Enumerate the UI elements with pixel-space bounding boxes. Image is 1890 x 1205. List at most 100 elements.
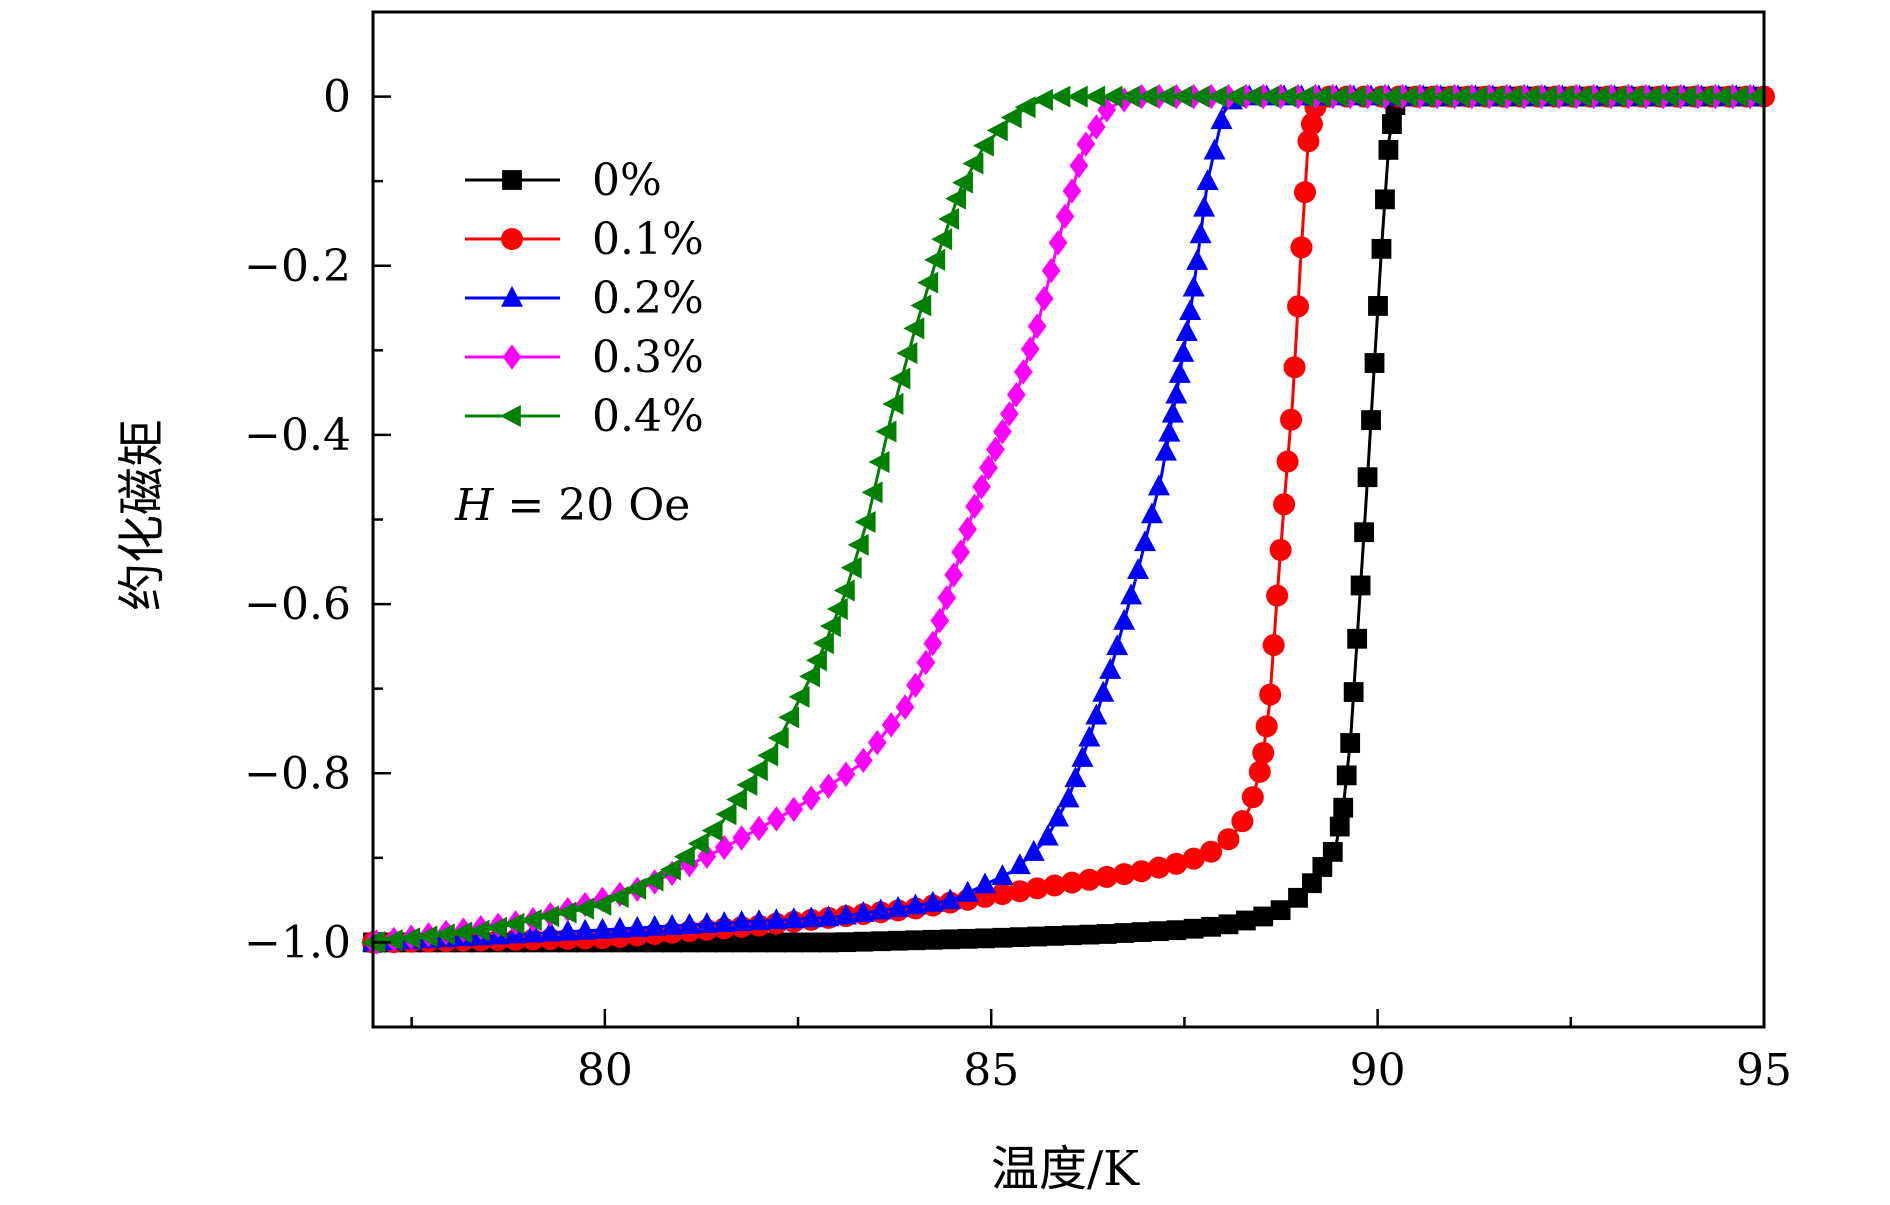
data-point: [840, 556, 862, 579]
legend-item: 0.1%: [465, 214, 704, 265]
data-point: [903, 317, 925, 340]
data-point: [986, 119, 1008, 142]
data-point: [1175, 320, 1198, 341]
data-point: [852, 901, 875, 922]
data-point: [975, 928, 995, 949]
data-point: [1253, 906, 1274, 927]
data-point: [1710, 85, 1732, 108]
data-point: [905, 930, 926, 951]
y-axis: 0 −0.2 −0.4 −0.6 −0.8 −1.0: [244, 72, 391, 968]
data-point: [1000, 401, 1019, 427]
data-point: [503, 912, 525, 935]
data-point: [726, 788, 747, 811]
field-annotation: H = 20 Oe: [454, 480, 690, 531]
data-point: [956, 880, 979, 902]
data-point: [965, 493, 984, 520]
data-point: [800, 906, 823, 928]
data-point: [757, 744, 779, 767]
data-point: [945, 187, 967, 210]
data-point: [399, 927, 421, 950]
y-tick-label: −0.6: [244, 579, 351, 630]
data-point: [1293, 181, 1316, 204]
data-point: [1375, 189, 1395, 210]
data-point: [766, 932, 787, 953]
data-point: [1048, 230, 1068, 256]
data-point: [1744, 85, 1766, 108]
data-point: [1189, 222, 1212, 244]
data-point: [1340, 733, 1361, 753]
data-point: [875, 420, 897, 443]
data-point: [1193, 195, 1216, 217]
data-point: [1273, 493, 1296, 516]
data-point: [783, 932, 804, 953]
legend-item: 0.3%: [465, 332, 704, 383]
data-point: [916, 649, 936, 676]
data-point: [991, 864, 1014, 886]
data-point: [1008, 853, 1031, 875]
data-point: [888, 930, 909, 951]
data-point: [944, 562, 964, 588]
data-point: [661, 913, 684, 935]
legend-item: 0.4%: [465, 391, 704, 442]
data-point: [1022, 839, 1045, 861]
data-point: [806, 649, 827, 672]
data-point: [819, 773, 838, 799]
data-point: [1362, 85, 1384, 108]
data-point: [1692, 85, 1714, 108]
data-point: [1302, 873, 1322, 894]
data-point: [1310, 85, 1332, 108]
data-point: [1086, 114, 1106, 140]
data-point: [1057, 786, 1080, 808]
data-point: [1130, 860, 1153, 883]
data-point: [1032, 88, 1053, 111]
data-point: [736, 773, 758, 796]
data-point: [869, 898, 892, 920]
data-point: [1168, 361, 1191, 383]
data-point: [673, 845, 695, 868]
data-point: [1188, 85, 1210, 108]
data-point: [974, 872, 997, 894]
data-point: [1043, 874, 1066, 897]
data-point: [1287, 295, 1310, 318]
data-point: [701, 819, 723, 842]
data-point: [1078, 725, 1101, 747]
legend-label: 0%: [592, 155, 662, 206]
data-point: [1201, 916, 1221, 937]
data-point: [1255, 715, 1278, 738]
data-point: [1270, 900, 1291, 921]
data-point: [697, 843, 717, 869]
data-point: [1297, 130, 1320, 153]
data-point: [1134, 530, 1157, 552]
field-annotation-symbol: H: [454, 480, 495, 531]
data-point: [1345, 85, 1366, 108]
data-point: [1027, 313, 1047, 339]
data-point: [1553, 85, 1575, 108]
data-point: [962, 152, 984, 175]
data-point: [659, 858, 681, 881]
data-point: [1186, 248, 1209, 270]
data-point: [801, 785, 821, 811]
data-point: [1248, 760, 1271, 783]
data-point: [1118, 85, 1140, 108]
plot-area: [360, 83, 1775, 956]
x-tick-label: 95: [1736, 1045, 1792, 1096]
legend-label: 0.2%: [592, 273, 704, 324]
data-point: [1368, 296, 1388, 316]
data-point: [788, 685, 810, 708]
data-point: [904, 893, 927, 915]
data-point: [749, 815, 769, 842]
data-point: [1466, 85, 1488, 108]
y-axis-title: 约化磁矩: [114, 419, 170, 611]
data-point: [930, 607, 950, 634]
data-point: [1259, 683, 1282, 706]
data-point: [1078, 868, 1101, 891]
data-point: [695, 912, 718, 933]
data-point: [1099, 657, 1122, 679]
data-point: [906, 672, 925, 698]
data-point: [1147, 856, 1170, 879]
field-annotation-value: = 20 Oe: [493, 480, 690, 531]
legend: 0% 0.1% 0.2% 0.3% 0.4%: [465, 155, 704, 442]
data-point: [381, 929, 403, 952]
data-point: [1241, 786, 1264, 809]
y-tick-label: −0.8: [244, 748, 351, 799]
